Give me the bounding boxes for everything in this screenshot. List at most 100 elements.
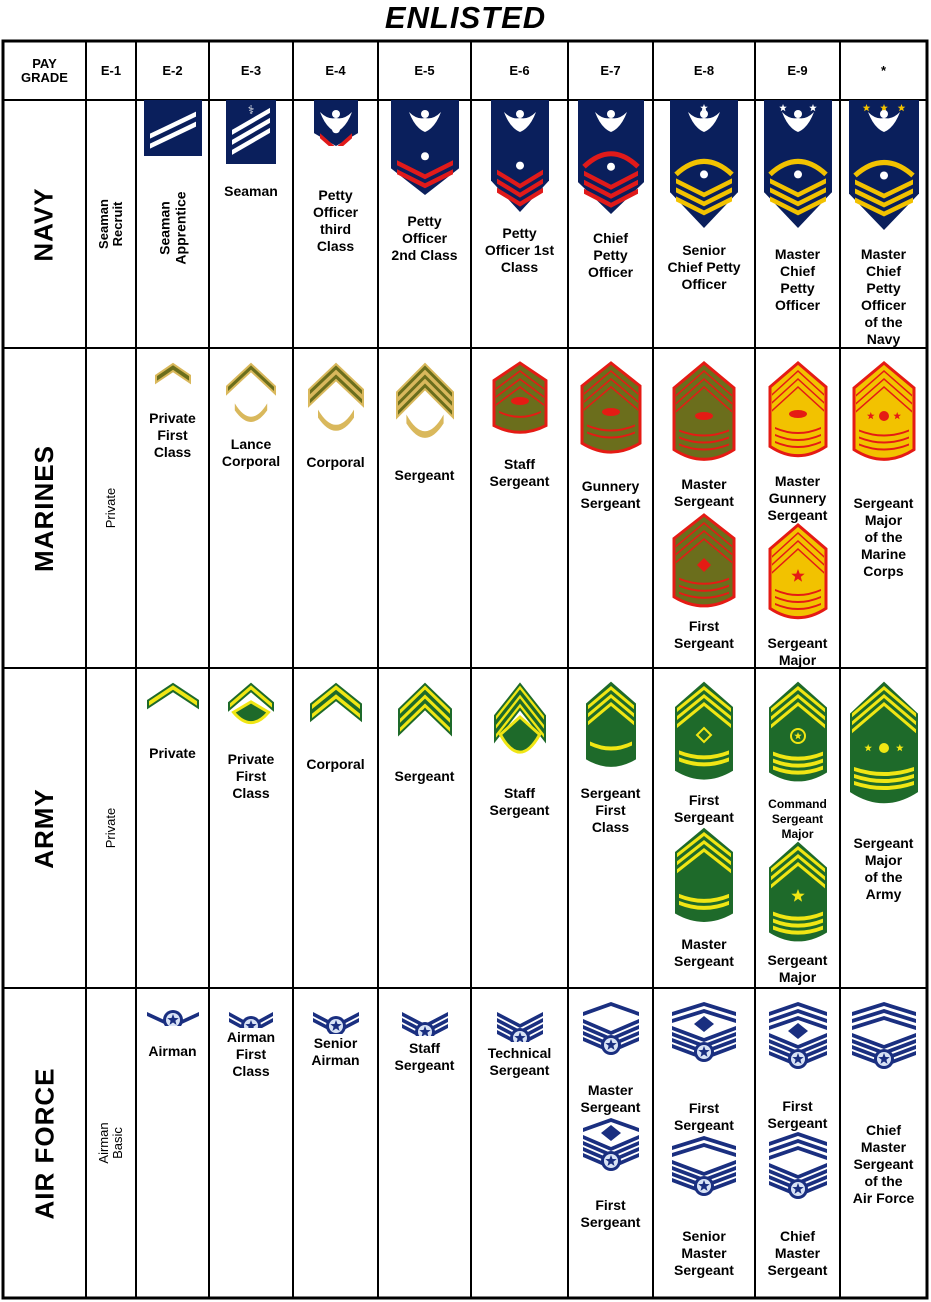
master-chief-petty-officer-eagle-rocker-icon [763, 100, 832, 228]
army-corporal-chevron-icon [309, 682, 362, 723]
marine-corporal-chevron-icon [307, 362, 364, 431]
rank-label: Master Chief Petty Officer [774, 246, 821, 313]
cmsaf-star-stripe-icon [851, 1002, 916, 1069]
rank-label: Sergeant Major of the Army [853, 835, 914, 902]
grade-header: E-7 [600, 62, 621, 78]
af-chief-first-sergeant-diamond-icon [768, 1002, 827, 1069]
rank-label: Chief Petty Officer [587, 230, 634, 280]
rank-label-wrap: Seaman Apprentice [136, 168, 209, 288]
page-title: ENLISTED [384, 0, 547, 35]
af-senior-first-sergeant-diamond-icon [672, 1002, 736, 1062]
rank-label: Private First Class [227, 751, 275, 801]
rank-label: Staff Sergeant [489, 785, 550, 818]
army-staff-sergeant-chevron-icon [493, 682, 546, 754]
rank-label: Chief Master Sergeant [767, 1228, 828, 1278]
rank-label: Seaman [224, 183, 278, 199]
rank-label: First Sergeant [674, 618, 734, 651]
rank-label: Lance Corporal [221, 436, 281, 469]
rank-label: Private First Class [149, 410, 196, 460]
marine-sergeant-chevron-icon [395, 362, 454, 438]
af-master-sergeant-star-stripe-icon [582, 1002, 639, 1055]
rank-label: First Sergeant [767, 1098, 828, 1131]
rank-label: Seaman Apprentice [156, 191, 189, 265]
marine-master-sergeant-chevron-icon [672, 361, 736, 461]
rank-label: Petty Officer third Class [312, 187, 359, 254]
rank-label: Private [149, 745, 196, 761]
petty-officer-3rd-eagle-chevron-icon [313, 100, 358, 146]
svg-text:⚕: ⚕ [248, 103, 255, 117]
rank-label: First Sergeant [580, 1197, 641, 1230]
mcpon-eagle-rocker-icon [848, 100, 919, 230]
chief-master-sergeant-star-stripe-icon [768, 1132, 827, 1199]
grade-header: E-1 [100, 62, 122, 78]
branch-label: ARMY [3, 668, 86, 988]
seaman-apprentice-stripes-icon [143, 100, 202, 156]
rank-label: Corporal [306, 454, 365, 470]
rank-label: Gunnery Sergeant [580, 478, 641, 511]
rank-label: First Sergeant [674, 1100, 734, 1133]
senior-chief-petty-officer-eagle-rocker-icon [670, 100, 738, 228]
master-gunnery-sergeant-chevron-icon [768, 361, 827, 458]
seaman-stripes-icon: ⚕ [226, 100, 276, 164]
grade-header: E-8 [693, 62, 715, 78]
branch-name: AIR FORCE [29, 1067, 59, 1219]
rank-label: Senior Master Sergeant [674, 1228, 734, 1278]
grade-header: E-5 [414, 62, 435, 78]
af-first-sergeant-diamond-icon [582, 1118, 639, 1171]
e1-rank-name: Airman Basic [96, 1122, 125, 1164]
rank-label: Petty Officer 2nd Class [391, 213, 458, 263]
rank-label: Sergeant First Class [580, 785, 641, 835]
e1-rank-name: Seaman Recruit [96, 199, 125, 249]
grade-header: * [880, 62, 887, 78]
army-sergeant-chevron-icon [397, 682, 452, 737]
technical-sergeant-star-stripe-icon [496, 1012, 543, 1042]
marine-sergeant-major-chevron-icon [768, 523, 827, 620]
senior-master-sergeant-star-stripe-icon [672, 1136, 736, 1196]
e1-rank-label: Private [86, 668, 136, 988]
command-sergeant-major-chevron-icon [768, 681, 827, 782]
marine-pfc-chevron-icon [154, 362, 191, 385]
rank-label: Sergeant [394, 768, 455, 784]
rank-label: Staff Sergeant [394, 1040, 455, 1073]
grade-header: E-9 [787, 62, 808, 78]
e1-rank-name: Private [103, 487, 118, 529]
rank-label: Senior Airman [311, 1035, 360, 1068]
army-sergeant-major-chevron-icon [768, 841, 827, 942]
branch-label: NAVY [3, 100, 86, 348]
army-pfc-chevron-icon [228, 682, 274, 725]
grade-header: E-3 [240, 62, 262, 78]
gunnery-sergeant-chevron-icon [580, 361, 641, 454]
sergeant-first-class-chevron-icon [585, 681, 636, 767]
e1-rank-label: Private [86, 348, 136, 668]
petty-officer-1st-eagle-chevron-icon [490, 100, 549, 212]
e1-rank-label: Airman Basic [86, 988, 136, 1298]
petty-officer-2nd-eagle-chevron-icon [390, 100, 459, 195]
branch-label: MARINES [3, 348, 86, 668]
af-staff-sergeant-star-stripe-icon [401, 1012, 448, 1036]
branch-name: ARMY [29, 787, 59, 869]
grade-header: E-6 [509, 62, 530, 78]
branch-name: NAVY [29, 186, 59, 262]
rank-label: Master Sergeant [674, 476, 734, 509]
army-private-chevron-icon [146, 682, 199, 710]
rank-label: Airman First Class [226, 1029, 276, 1079]
rank-label: First Sergeant [674, 792, 734, 825]
lance-corporal-chevron-icon [226, 362, 276, 422]
marine-staff-sergeant-chevron-icon [492, 361, 547, 434]
e1-rank-label: Seaman Recruit [86, 100, 136, 348]
e1-rank-name: Private [103, 807, 118, 849]
airman-star-stripe-icon [146, 1010, 199, 1026]
army-master-sergeant-chevron-icon [675, 827, 733, 922]
chief-petty-officer-eagle-rocker-icon [577, 100, 644, 214]
airman-first-class-star-stripe-icon [229, 1012, 273, 1028]
grade-header: E-2 [162, 62, 183, 78]
rank-label: Sergeant Major of the Marine Corps [853, 495, 914, 579]
branch-label: AIR FORCE [3, 988, 86, 1298]
rank-label: Senior Chief Petty Officer [667, 242, 741, 292]
branch-name: MARINES [29, 444, 59, 572]
sergeant-major-marine-corps-chevron-icon [852, 361, 915, 461]
rank-label: Staff Sergeant [489, 456, 550, 489]
rank-label: Petty Officer 1st Class [484, 225, 555, 275]
rank-label: Master Gunnery Sergeant [767, 473, 828, 523]
